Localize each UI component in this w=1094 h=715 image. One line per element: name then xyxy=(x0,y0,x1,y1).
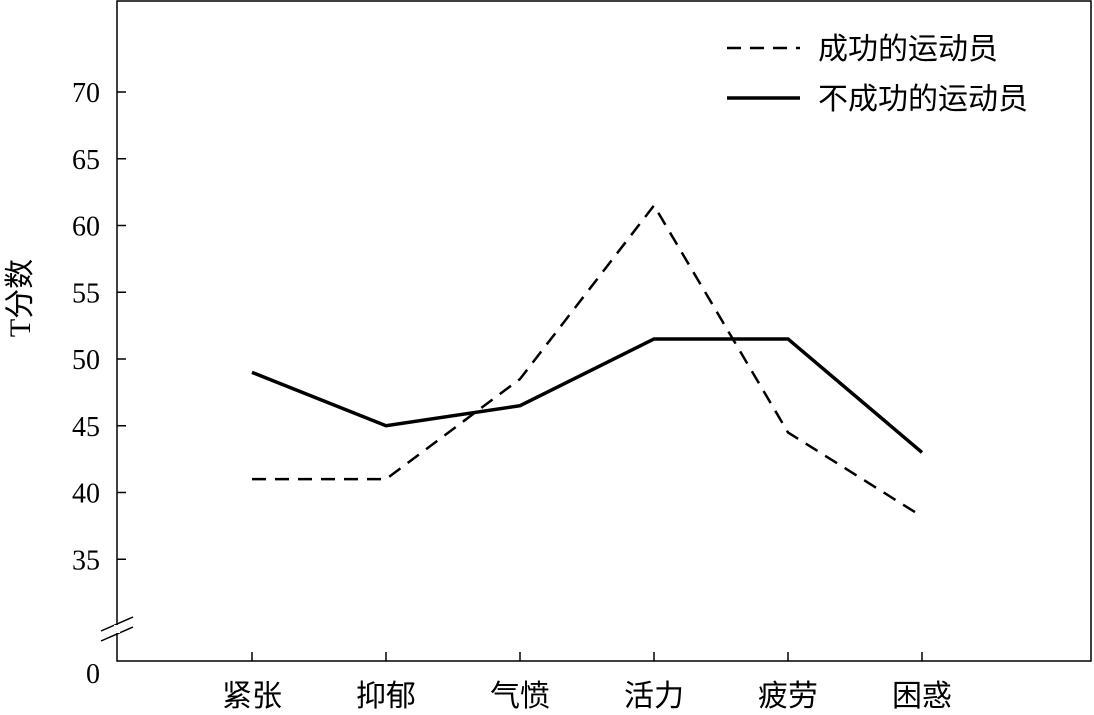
axis-break-mark xyxy=(100,616,134,632)
y-axis-title: T分数 xyxy=(4,259,37,337)
y-tick-label: 45 xyxy=(72,412,100,443)
y-tick-label: 55 xyxy=(72,278,100,309)
y-tick-label: 35 xyxy=(72,545,100,576)
y-tick-label: 50 xyxy=(72,345,100,376)
series-line-0 xyxy=(252,203,923,518)
x-tick-label: 气愤 xyxy=(490,680,550,713)
y-tick-label: 40 xyxy=(72,479,100,510)
y-tick-label: 60 xyxy=(72,212,100,243)
y-axis: 35 40 45 50 55 60 65 70 xyxy=(72,78,126,576)
y-tick-label: 65 xyxy=(72,145,100,176)
legend-label-0: 成功的运动员 xyxy=(818,32,998,67)
series-layer xyxy=(251,203,924,518)
y-tick-label: 70 xyxy=(72,78,100,109)
x-tick-label: 活力 xyxy=(624,680,684,713)
x-axis: 紧张 抑郁 气愤 活力 疲劳 困惑 xyxy=(222,652,952,713)
x-tick-label: 困惑 xyxy=(892,680,952,713)
axis-break-mark xyxy=(100,626,134,642)
axis-break-gap xyxy=(114,625,120,633)
plot-frame xyxy=(116,0,1092,662)
x-tick-label: 紧张 xyxy=(222,680,282,713)
legend-label-1: 不成功的运动员 xyxy=(818,82,1028,117)
x-tick-label: 抑郁 xyxy=(356,680,416,713)
y-zero-label: 0 xyxy=(86,659,100,690)
x-tick-label: 疲劳 xyxy=(758,680,818,713)
series-line-1 xyxy=(251,337,924,454)
